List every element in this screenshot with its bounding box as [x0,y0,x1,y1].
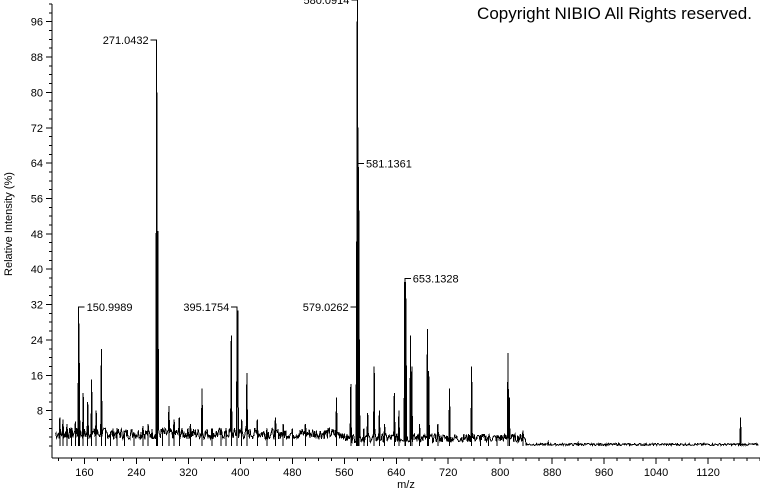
x-tick-label: 960 [595,467,613,479]
x-tick-label: 720 [439,467,457,479]
axes: 8 16 24 32 40 48 56 64 72 80 88 96 160 240 320 400 480 56… [31,3,760,479]
peak-label: 653.1328 [413,273,459,285]
y-tick-label: 88 [31,52,43,64]
peak-annotation: 395.1754 [183,302,238,314]
annotation-leader [351,0,358,4]
peak-label: 579.0262 [303,302,349,314]
peak-marks [59,4,742,446]
x-axis-label: m/z [397,479,415,491]
y-tick-label: 56 [31,193,43,205]
peak-label: 395.1754 [183,302,229,314]
spectrum-trace [54,3,759,447]
y-tick-label: 48 [31,229,43,241]
x-tick-label: 480 [283,467,301,479]
x-tick-label: 640 [387,467,405,479]
x-tick-label: 1120 [696,467,720,479]
peak-label: 581.1361 [366,159,412,171]
y-tick-label: 64 [31,158,43,170]
peak-annotation: 271.0432 [103,35,158,47]
annotation-leader [350,306,358,312]
y-tick-label: 16 [31,370,43,382]
y-tick-label: 40 [31,264,43,276]
peak-annotation: 581.1361 [357,159,412,171]
peak-label: 271.0432 [103,35,149,47]
x-tick-label: 800 [491,467,509,479]
peak-annotation: 150.9989 [78,302,133,314]
annotation-leader [231,306,238,312]
x-tick-label: 560 [335,467,353,479]
y-tick-label: 96 [31,17,43,29]
peak-annotation: 579.0262 [303,302,358,314]
annotation-leader [150,39,158,44]
peak-label: 150.9989 [87,302,133,314]
x-tick-label: 400 [231,467,249,479]
y-axis-label: Relative Intensity (%) [3,172,15,276]
y-tick-label: 80 [31,87,43,99]
x-tick-label: 240 [127,467,145,479]
annotation-leader [78,306,85,312]
x-tick-label: 1040 [644,467,668,479]
y-tick-label: 24 [31,335,43,347]
y-tick-label: 72 [31,123,43,135]
peak-label: 580.0914 [303,0,349,7]
x-tick-label: 880 [543,467,561,479]
x-tick-label: 160 [75,467,93,479]
annotation-leader [357,163,365,168]
peak-annotation: 580.0914 [303,0,358,7]
annotation-leader [404,277,411,283]
copyright-notice: Copyright NIBIO All Rights reserved. [477,4,752,23]
peak-annotation: 653.1328 [404,273,459,285]
y-tick-label: 32 [31,300,43,312]
y-tick-label: 8 [37,406,43,418]
peak-annotations: 150.9989 271.0432 395.1754 579.0262 580.0914… [78,0,459,314]
x-tick-label: 320 [179,467,197,479]
